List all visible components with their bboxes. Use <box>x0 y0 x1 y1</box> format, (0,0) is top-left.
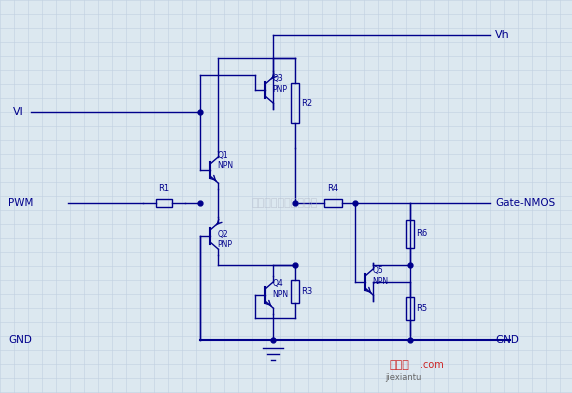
Text: Q1
NPN: Q1 NPN <box>217 151 233 170</box>
Text: Q4
NPN: Q4 NPN <box>272 279 288 299</box>
Text: R3: R3 <box>301 287 312 296</box>
Text: Vh: Vh <box>495 30 510 40</box>
Text: GND: GND <box>8 335 32 345</box>
Text: R5: R5 <box>416 304 427 313</box>
Text: 杭州烙睭科技有限公司: 杭州烙睭科技有限公司 <box>252 198 318 208</box>
Text: R1: R1 <box>158 184 169 193</box>
Text: R2: R2 <box>301 99 312 108</box>
Bar <box>406 220 414 248</box>
Text: 接线图: 接线图 <box>390 360 410 370</box>
Text: R4: R4 <box>327 184 338 193</box>
Bar <box>324 199 341 207</box>
Bar <box>291 279 299 303</box>
Text: Q3
PNP: Q3 PNP <box>272 74 287 94</box>
Text: Q5
NPN: Q5 NPN <box>372 266 388 286</box>
Text: GND: GND <box>495 335 519 345</box>
Bar <box>406 297 414 320</box>
Text: R6: R6 <box>416 230 427 239</box>
Text: .com: .com <box>420 360 444 370</box>
Text: PWM: PWM <box>8 198 33 208</box>
Text: Q2
PNP: Q2 PNP <box>217 230 232 249</box>
Text: jiexiantu: jiexiantu <box>385 373 422 382</box>
Text: Gate-NMOS: Gate-NMOS <box>495 198 555 208</box>
Text: Vl: Vl <box>13 107 24 117</box>
Bar <box>156 199 172 207</box>
Bar <box>291 83 299 123</box>
